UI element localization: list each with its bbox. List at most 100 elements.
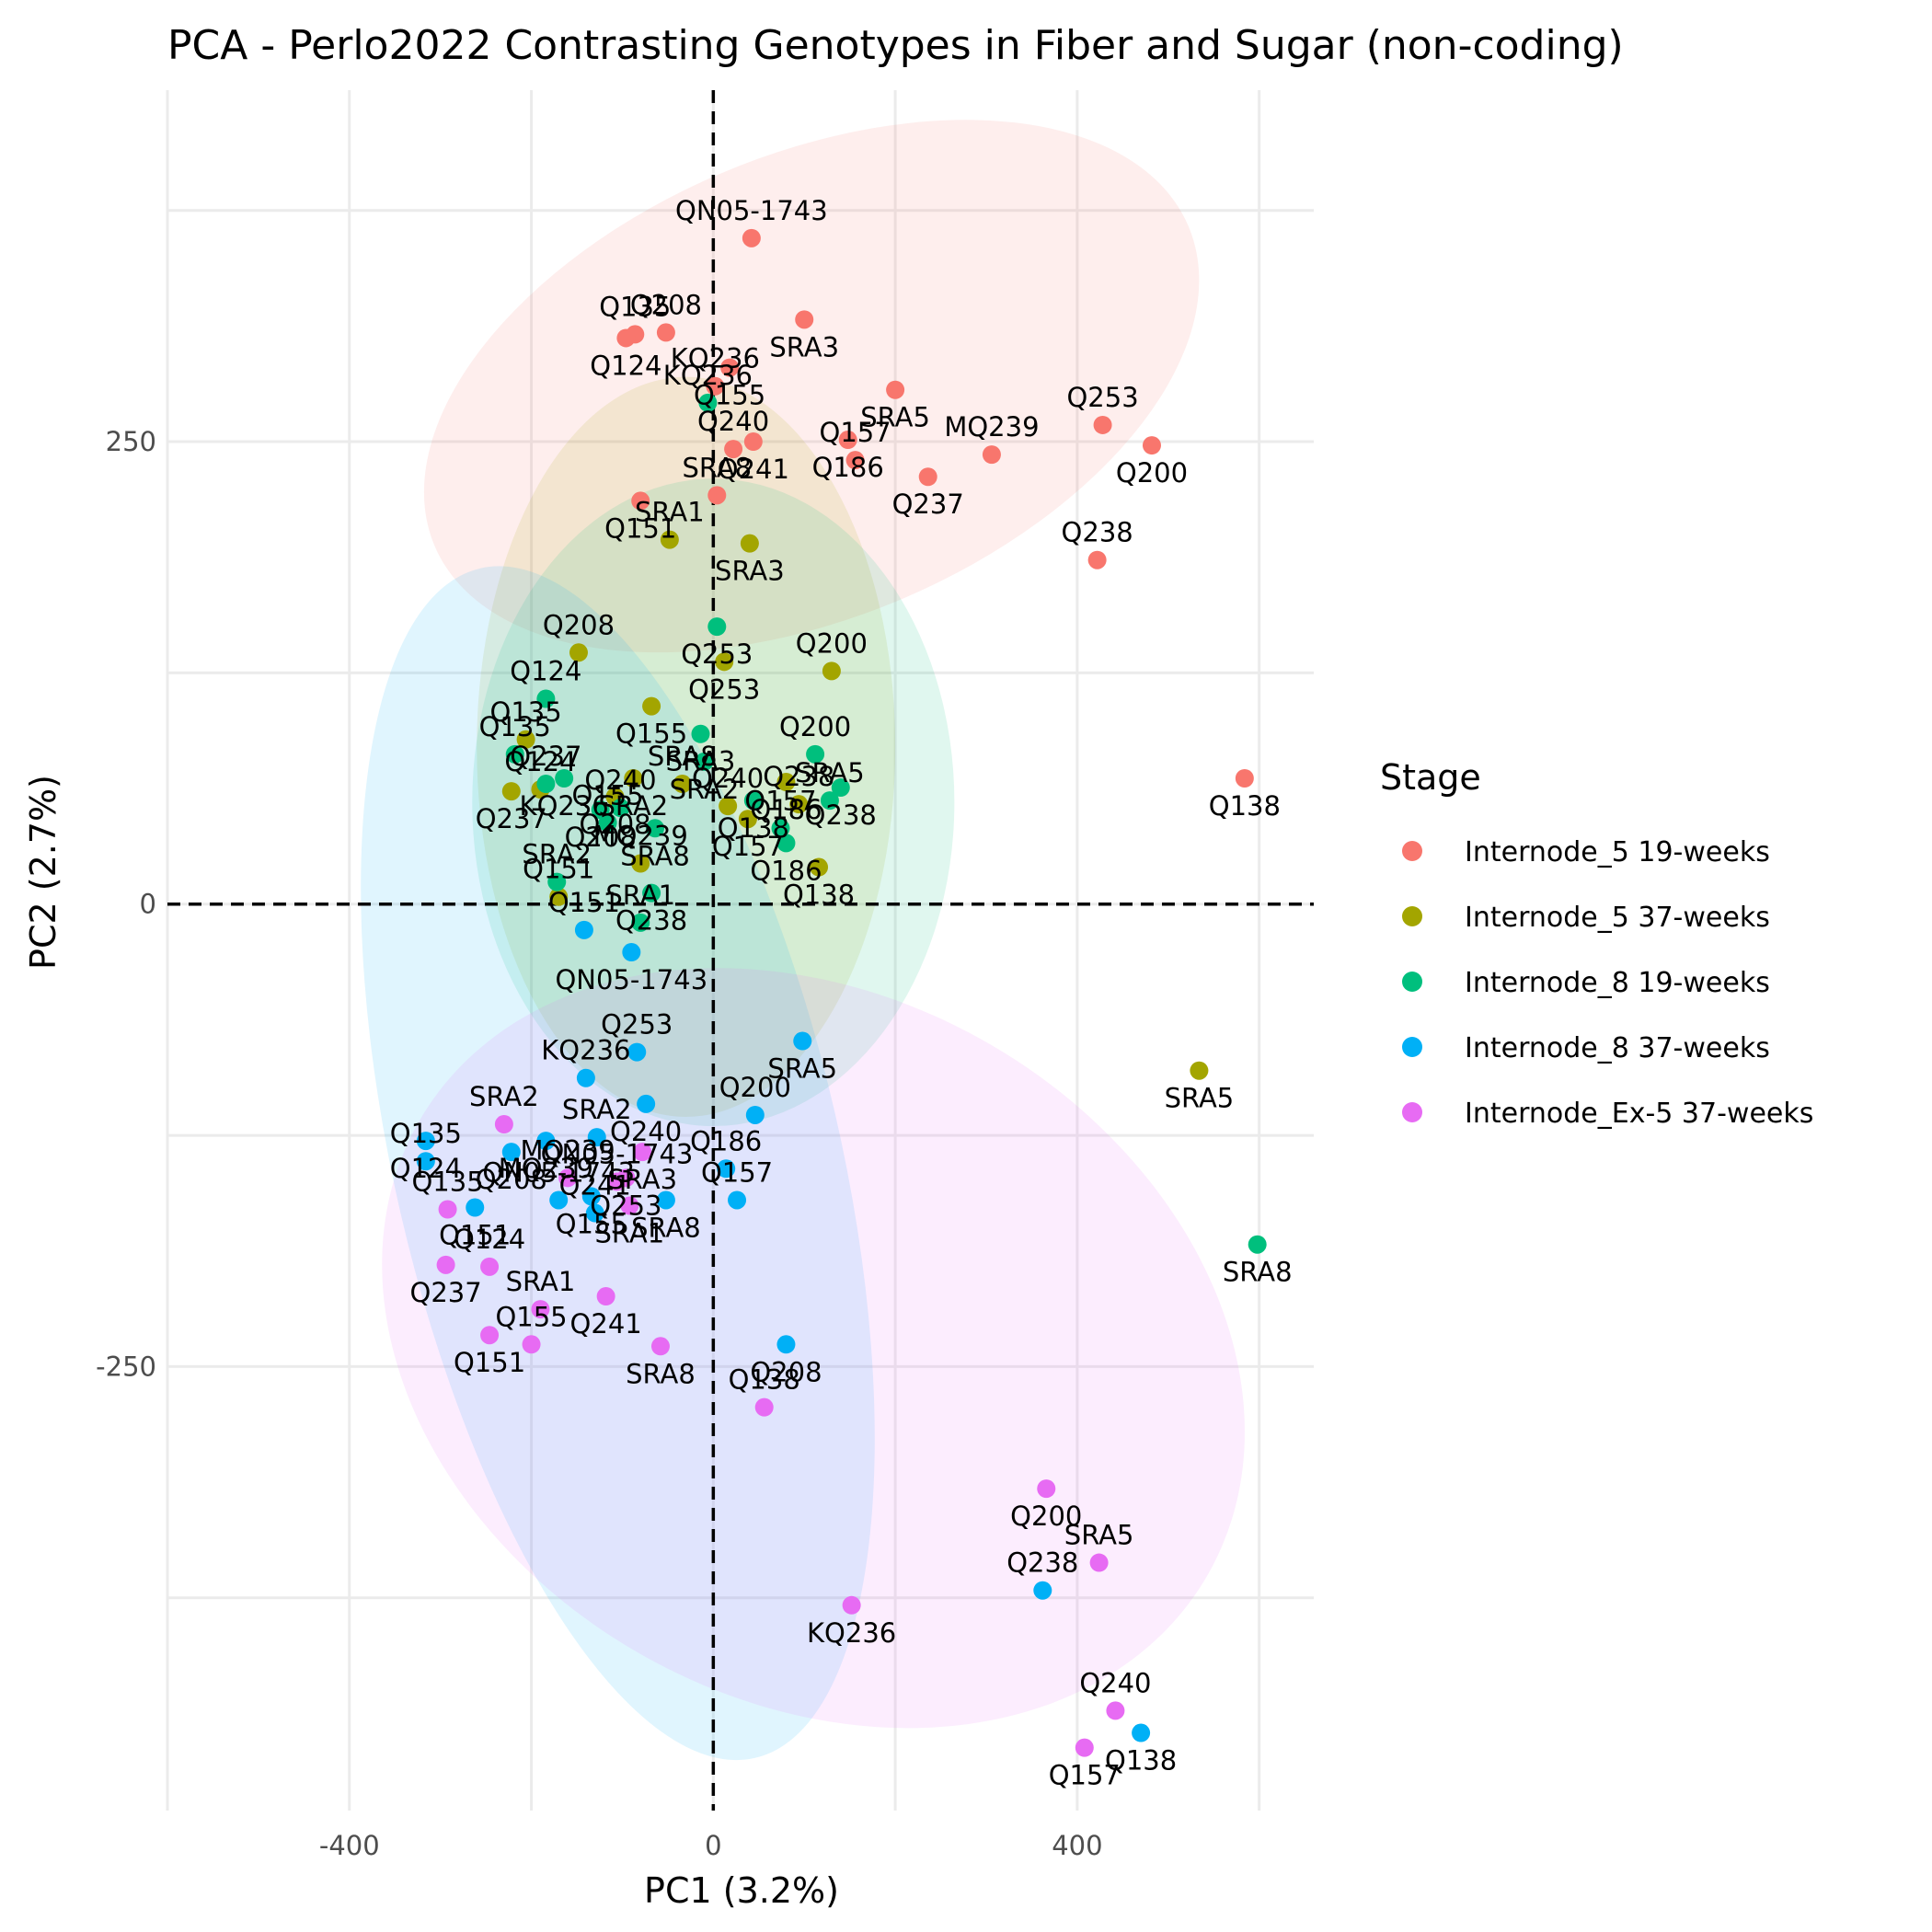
data-point xyxy=(715,652,734,672)
data-point xyxy=(585,1203,604,1223)
data-point xyxy=(743,791,763,811)
data-point xyxy=(620,1196,639,1215)
point-label: SRA8 xyxy=(626,1358,696,1389)
data-point xyxy=(771,819,790,838)
point-label: Q208 xyxy=(750,1356,822,1387)
point-label: QN05-1743 xyxy=(555,964,707,995)
point-label: Q200 xyxy=(719,1072,791,1103)
point-label: QN05-1743 xyxy=(541,1138,694,1169)
data-point xyxy=(743,432,763,452)
point-label: Q124 xyxy=(510,656,581,687)
point-label: SRA2 xyxy=(562,1094,632,1125)
point-label: Q186 xyxy=(690,1125,762,1156)
data-point xyxy=(536,689,556,708)
legend-key xyxy=(1402,906,1422,926)
point-label: Q135 xyxy=(490,696,562,728)
point-label: Q241 xyxy=(559,1170,631,1202)
data-point xyxy=(555,769,574,788)
point-label: Q253 xyxy=(688,673,760,705)
data-point xyxy=(549,1190,569,1210)
data-point xyxy=(531,1300,550,1319)
point-label: SRA3 xyxy=(769,331,839,362)
point-label: SRA1 xyxy=(506,1266,576,1297)
point-label: KQ236 xyxy=(671,343,760,374)
confidence-ellipse xyxy=(382,968,1245,1729)
point-label: Q186 xyxy=(812,452,884,483)
data-point xyxy=(691,724,710,743)
data-point xyxy=(438,1200,457,1219)
point-label: MQ239 xyxy=(593,820,688,851)
point-label: MQ239 xyxy=(499,1153,593,1184)
data-point xyxy=(1132,1723,1151,1742)
data-point xyxy=(673,775,692,794)
data-point xyxy=(576,1068,595,1087)
point-label: Q200 xyxy=(779,711,851,742)
point-label: Q238 xyxy=(615,905,687,937)
data-point xyxy=(536,775,556,794)
point-label: SRA5 xyxy=(1165,1083,1235,1114)
legend-label: Internode_Ex-5 37-weeks xyxy=(1465,1098,1813,1130)
data-point xyxy=(581,1187,601,1206)
data-point xyxy=(1093,415,1112,434)
data-point xyxy=(642,696,661,716)
point-label: Q200 xyxy=(1010,1501,1082,1532)
legend-key xyxy=(1402,841,1422,861)
data-point xyxy=(1087,550,1107,569)
point-label: SRA5 xyxy=(795,757,865,788)
point-label: Q135 xyxy=(479,711,551,742)
data-point xyxy=(738,810,757,829)
point-label: SRA8 xyxy=(1223,1257,1293,1288)
point-label: KQ236 xyxy=(541,1035,630,1066)
data-point xyxy=(838,431,857,450)
data-point xyxy=(1235,769,1254,788)
point-label: Q155 xyxy=(572,779,644,811)
data-point xyxy=(646,819,665,838)
point-label: Q138 xyxy=(1105,1745,1177,1777)
point-label: Q124 xyxy=(454,1224,525,1255)
legend-title: Stage xyxy=(1380,757,1481,798)
point-label: Q157 xyxy=(701,1156,773,1188)
data-point xyxy=(656,323,675,342)
point-label: Q200 xyxy=(796,627,868,659)
point-label: Q124 xyxy=(590,350,661,381)
point-label: Q155 xyxy=(615,719,687,750)
point-label: Q208 xyxy=(579,809,650,840)
data-point xyxy=(719,797,738,816)
x-tick-label: -400 xyxy=(319,1830,380,1861)
point-label: Q186 xyxy=(750,794,822,825)
point-label: KQ236 xyxy=(520,790,609,822)
data-point xyxy=(416,1152,435,1171)
data-point xyxy=(1248,1235,1267,1254)
x-tick-label: 0 xyxy=(705,1830,721,1861)
legend-label: Internode_5 37-weeks xyxy=(1465,902,1770,934)
point-label: Q157 xyxy=(744,785,816,816)
data-point xyxy=(1106,1701,1125,1720)
point-label: SRA5 xyxy=(860,402,930,433)
point-label: Q151 xyxy=(523,854,594,885)
point-label: SRA2 xyxy=(598,790,668,822)
point-label: Q237 xyxy=(476,803,547,834)
point-label: Q237 xyxy=(410,1277,482,1308)
point-label: Q208 xyxy=(543,609,615,640)
point-label: SRA1 xyxy=(605,880,675,911)
point-label: KQ236 xyxy=(807,1617,896,1649)
data-point xyxy=(656,1190,675,1210)
data-point xyxy=(745,1105,765,1124)
point-label: Q238 xyxy=(805,799,877,831)
point-label: Q208 xyxy=(565,822,637,853)
data-point xyxy=(795,310,814,329)
data-point xyxy=(698,393,718,412)
y-tick-label: -250 xyxy=(96,1351,156,1382)
point-label: Q157 xyxy=(712,831,784,862)
data-point xyxy=(522,1335,541,1354)
data-point xyxy=(622,943,641,962)
point-label: Q157 xyxy=(1049,1760,1121,1791)
data-point xyxy=(822,661,841,681)
legend-label: Internode_8 19-weeks xyxy=(1465,967,1770,999)
data-point xyxy=(1142,436,1161,455)
data-point xyxy=(1089,1553,1109,1572)
data-point xyxy=(728,1190,747,1210)
data-point xyxy=(616,328,636,348)
point-label: Q208 xyxy=(476,1164,547,1195)
